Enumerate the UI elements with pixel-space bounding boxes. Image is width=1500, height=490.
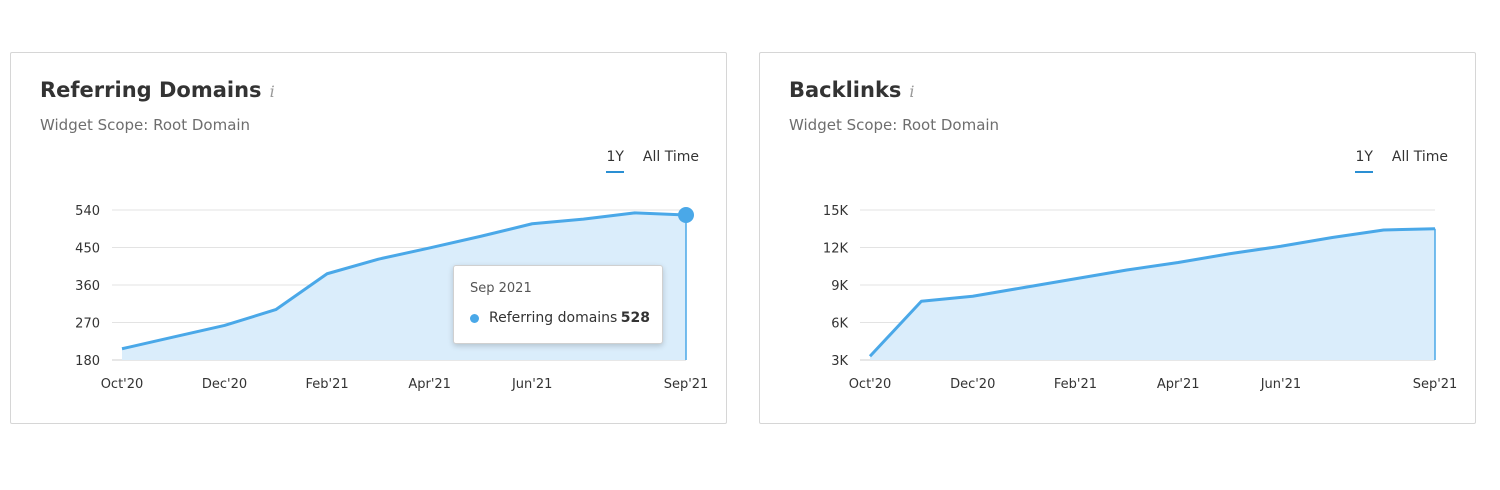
- data-point[interactable]: [868, 354, 872, 358]
- widget-scope: Widget Scope: Root Domain: [789, 116, 1000, 134]
- y-tick-label: 270: [75, 317, 100, 332]
- y-tick-label: 540: [75, 204, 100, 219]
- data-point[interactable]: [274, 308, 278, 312]
- data-point[interactable]: [1176, 261, 1180, 265]
- data-point[interactable]: [919, 299, 923, 303]
- data-point[interactable]: [633, 211, 637, 215]
- referring-domains-widget: Referring Domains i Widget Scope: Root Do…: [10, 52, 727, 424]
- y-tick-label: 3K: [831, 354, 848, 369]
- x-tick-label: Feb'21: [306, 377, 349, 392]
- series-dot-icon: [470, 313, 479, 323]
- x-tick-label: Apr'21: [408, 377, 451, 392]
- tab-all-time[interactable]: All Time: [642, 149, 699, 165]
- data-point[interactable]: [1073, 277, 1077, 281]
- data-point[interactable]: [1330, 236, 1334, 240]
- data-point[interactable]: [325, 272, 329, 276]
- referring-domains-chart: 180 270 360 450 540 Oct'20 Dec'20 Feb'21 Apr'21 J…: [75, 204, 709, 392]
- y-tick-label: 180: [75, 354, 100, 369]
- chart-tooltip: Sep 2021 Referring domains 528: [453, 265, 663, 344]
- tooltip-date: Sep 2021: [470, 281, 532, 296]
- backlinks-chart: 3K 6K 9K 12K 15K Oct'20 Dec'20 Feb'21 Apr'21 Jun'…: [823, 204, 1458, 392]
- series-area: [870, 228, 1435, 360]
- x-tick-label: Jun'21: [1260, 377, 1301, 392]
- y-tick-label: 15K: [823, 204, 849, 219]
- series-line: [121, 211, 687, 351]
- x-tick-label: Dec'20: [202, 377, 247, 392]
- data-point[interactable]: [1279, 244, 1283, 248]
- period-tabs: 1Y All Time: [606, 149, 699, 173]
- widget-title: Backlinks i: [789, 78, 915, 102]
- data-point[interactable]: [120, 347, 124, 351]
- data-point[interactable]: [223, 323, 227, 327]
- x-tick-label: Dec'20: [950, 377, 995, 392]
- tooltip-series-name: Referring domains: [489, 310, 618, 326]
- tooltip-row: Referring domains 528: [470, 310, 650, 326]
- x-tick-label: Sep'21: [664, 377, 709, 392]
- y-tick-label: 12K: [823, 242, 849, 257]
- widget-title: Referring Domains i: [40, 78, 275, 102]
- data-point[interactable]: [530, 222, 534, 226]
- data-point[interactable]: [1125, 268, 1129, 272]
- info-icon[interactable]: i: [269, 82, 275, 101]
- info-icon[interactable]: i: [909, 82, 915, 101]
- data-point[interactable]: [1382, 228, 1386, 232]
- data-point[interactable]: [1433, 227, 1437, 231]
- tab-1y[interactable]: 1Y: [606, 149, 624, 173]
- tab-all-time[interactable]: All Time: [1391, 149, 1448, 165]
- y-tick-label: 9K: [831, 279, 848, 294]
- series-line: [868, 227, 1436, 358]
- data-point[interactable]: [171, 335, 175, 339]
- x-tick-label: Apr'21: [1157, 377, 1200, 392]
- data-point[interactable]: [971, 294, 975, 298]
- x-tick-label: Oct'20: [849, 377, 892, 392]
- y-tick-label: 360: [75, 279, 100, 294]
- y-tick-label: 6K: [831, 317, 848, 332]
- data-point[interactable]: [1022, 286, 1026, 290]
- backlinks-widget: Backlinks i Widget Scope: Root Domain 1Y …: [759, 52, 1476, 424]
- x-tick-label: Sep'21: [1413, 377, 1458, 392]
- x-tick-label: Jun'21: [511, 377, 552, 392]
- data-point[interactable]: [581, 217, 585, 221]
- data-point[interactable]: [376, 257, 380, 261]
- y-tick-label: 450: [75, 242, 100, 257]
- widget-scope: Widget Scope: Root Domain: [40, 116, 251, 134]
- data-point[interactable]: [479, 234, 483, 238]
- tab-1y[interactable]: 1Y: [1355, 149, 1373, 173]
- hover-point[interactable]: [678, 207, 694, 223]
- x-tick-label: Oct'20: [101, 377, 144, 392]
- period-tabs: 1Y All Time: [1355, 149, 1448, 173]
- x-tick-label: Feb'21: [1054, 377, 1097, 392]
- tooltip-value: 528: [620, 310, 650, 326]
- data-point[interactable]: [428, 246, 432, 250]
- data-point[interactable]: [1228, 252, 1232, 256]
